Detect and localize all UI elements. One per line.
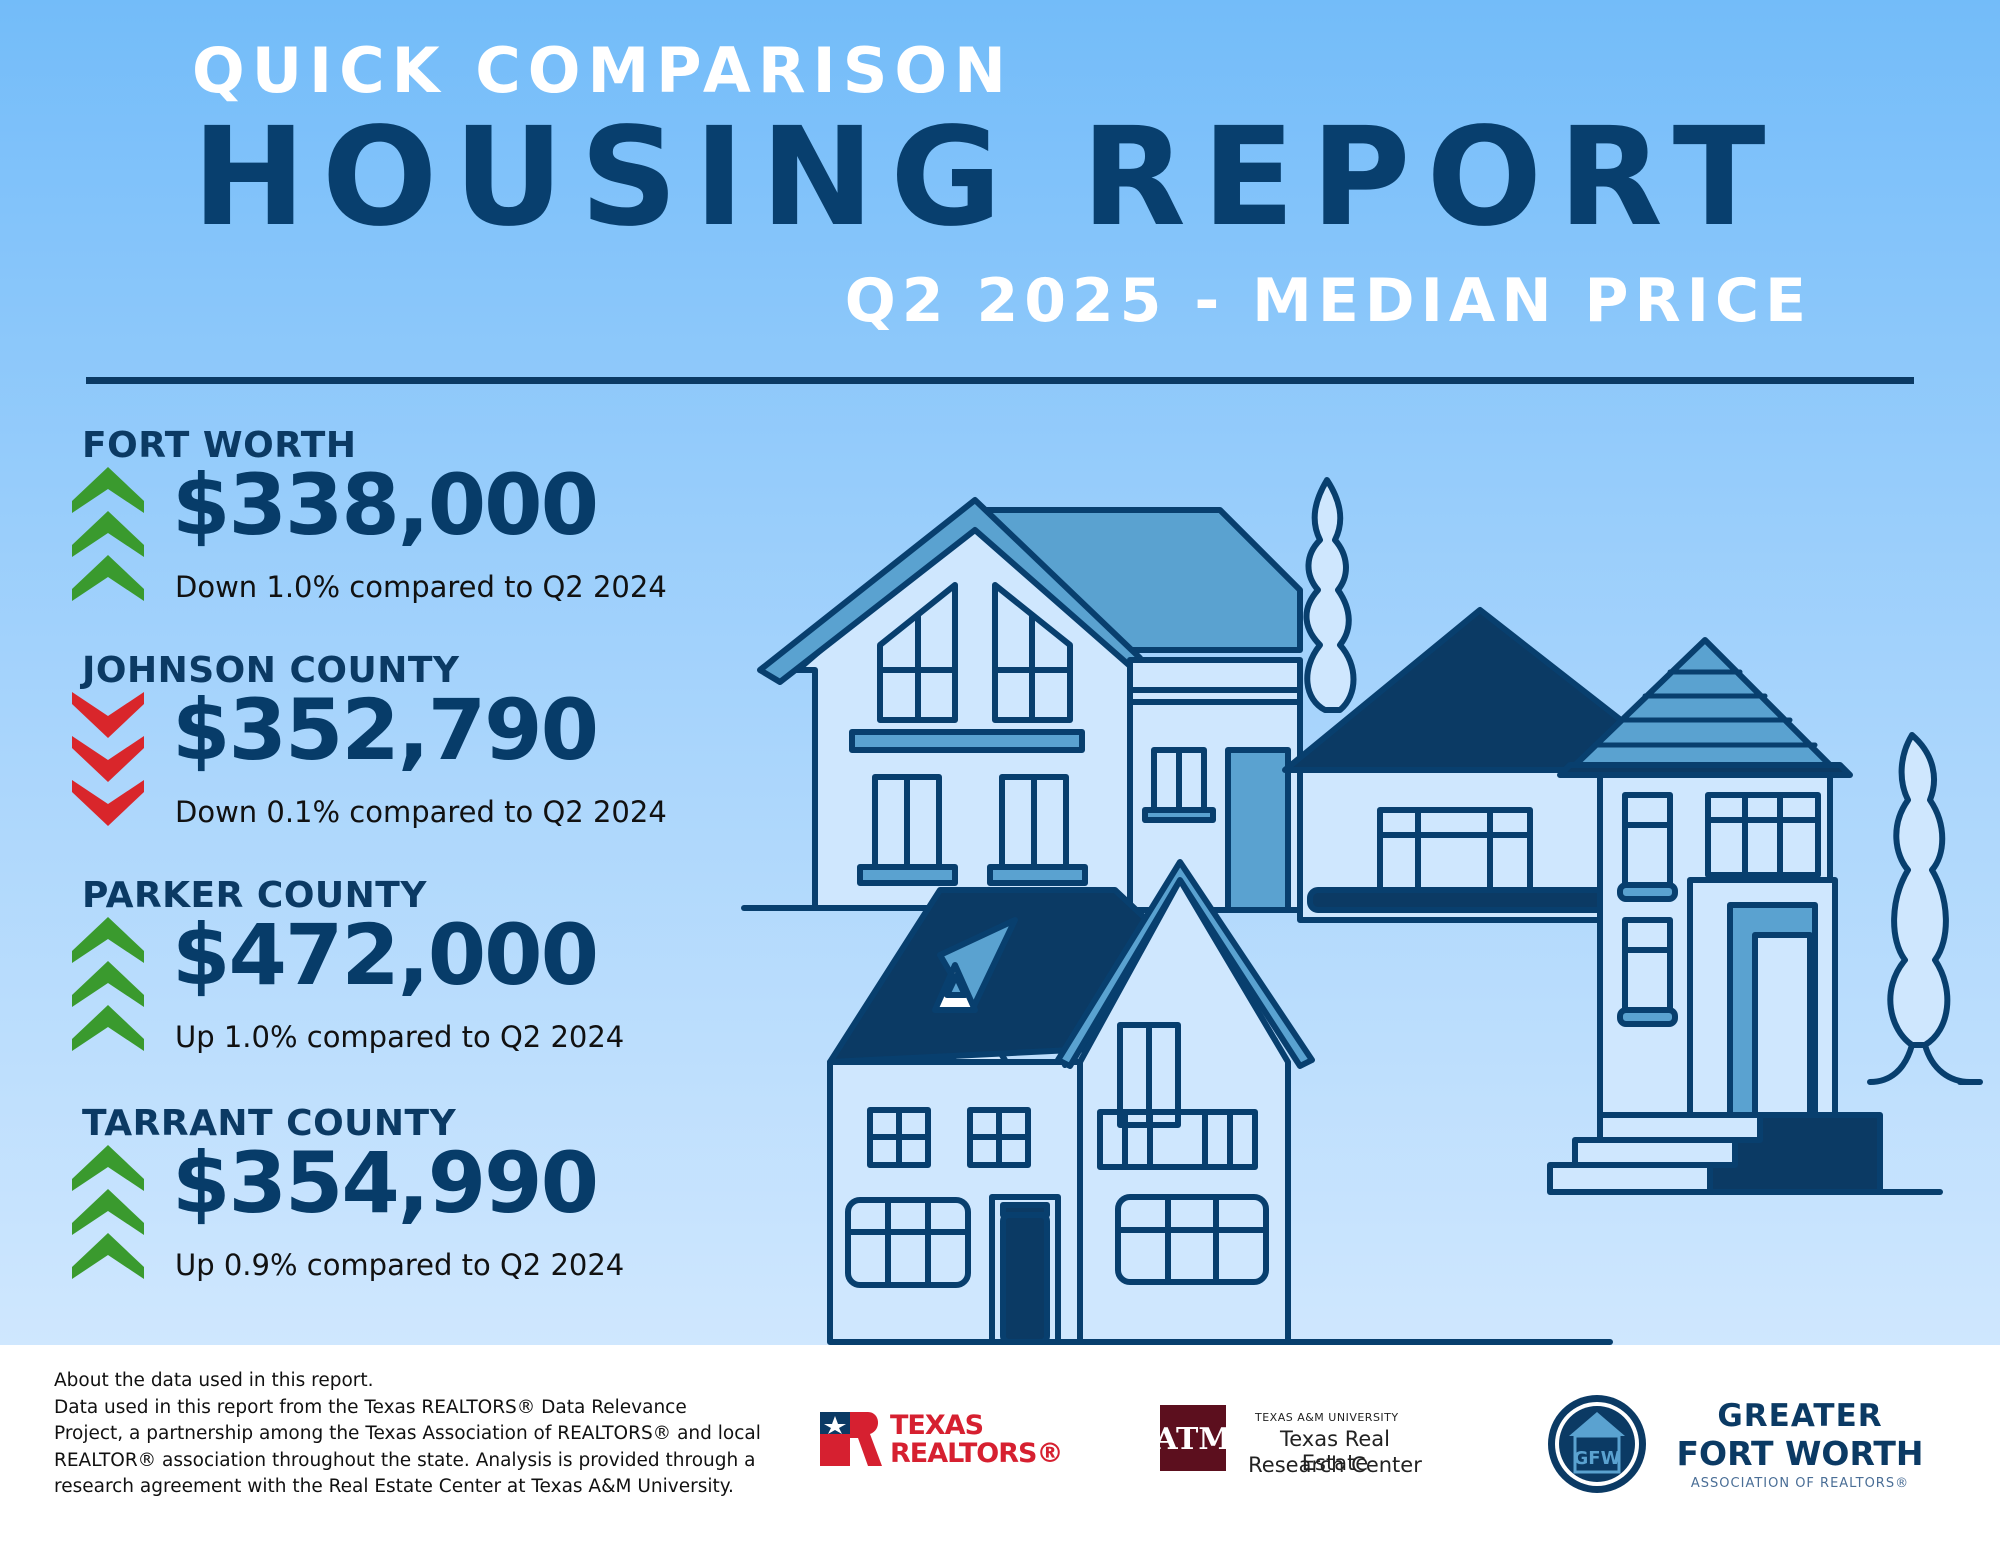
region-name: FORT WORTH <box>82 425 357 466</box>
tamu-real-estate-center-logo: ATM TEXAS A&M UNIVERSITY Texas Real Esta… <box>1160 1405 1460 1477</box>
region-johnson-county: JOHNSON COUNTY $352,790 Down 0.1% compar… <box>0 650 700 870</box>
region-price: $352,790 <box>172 681 599 779</box>
region-change: Down 1.0% compared to Q2 2024 <box>175 570 667 604</box>
disclaimer-line: REALTOR® association throughout the stat… <box>54 1449 756 1471</box>
up-arrows-icon <box>72 467 144 601</box>
region-fort-worth: FORT WORTH $338,000 Down 1.0% compared t… <box>0 425 700 645</box>
texas-realtors-mark-icon <box>820 1412 882 1466</box>
region-name: JOHNSON COUNTY <box>82 650 460 691</box>
tamu-university-label: TEXAS A&M UNIVERSITY <box>1255 1411 1399 1424</box>
down-arrows-icon <box>72 692 144 826</box>
region-change: Down 0.1% compared to Q2 2024 <box>175 795 667 829</box>
texas-realtors-line1: TEXAS <box>890 1410 984 1441</box>
up-arrows-icon <box>72 1145 144 1279</box>
houses-illustration <box>741 477 1983 1345</box>
region-price: $472,000 <box>172 906 599 1004</box>
disclaimer-line: Data used in this report from the Texas … <box>54 1396 687 1418</box>
hero-banner: QUICK COMPARISON HOUSING REPORT Q2 2025 … <box>0 0 2000 1345</box>
greater-fort-worth-logo: GFW GREATER FORT WORTH ASSOCIATION OF RE… <box>1545 1392 1955 1502</box>
tamu-line1: Texas Real Estate <box>1280 1427 1390 1475</box>
region-change: Up 1.0% compared to Q2 2024 <box>175 1020 625 1054</box>
region-tarrant-county: TARRANT COUNTY $354,990 Up 0.9% compared… <box>0 1103 700 1323</box>
report-title: HOUSING REPORT <box>192 99 1782 257</box>
tamu-mark-icon: ATM <box>1160 1405 1226 1471</box>
region-price: $354,990 <box>172 1134 599 1232</box>
disclaimer-line: research agreement with the Real Estate … <box>54 1476 734 1497</box>
disclaimer-line: Project, a partnership among the Texas A… <box>54 1423 761 1444</box>
gfw-seal-icon: GFW <box>1548 1395 1646 1493</box>
region-parker-county: PARKER COUNTY $472,000 Up 1.0% compared … <box>0 875 700 1095</box>
svg-text:GFW: GFW <box>1574 1448 1621 1469</box>
region-price: $338,000 <box>172 456 599 554</box>
report-subtitle: Q2 2025 - MEDIAN PRICE <box>844 266 1812 336</box>
texas-realtors-logo: TEXAS REALTORS® <box>820 1410 1063 1470</box>
data-disclaimer: About the data used in this report. Data… <box>54 1368 794 1501</box>
up-arrows-icon <box>72 917 144 1051</box>
gfw-line1: GREATER <box>1717 1398 1883 1434</box>
region-name: PARKER COUNTY <box>82 875 427 916</box>
gfw-line3: ASSOCIATION OF REALTORS® <box>1690 1476 1910 1491</box>
gfw-line2: FORT WORTH <box>1676 1434 1924 1473</box>
header-divider <box>86 377 1914 384</box>
disclaimer-line: About the data used in this report. <box>54 1370 374 1391</box>
region-change: Up 0.9% compared to Q2 2024 <box>175 1248 625 1282</box>
report-kicker: QUICK COMPARISON <box>192 34 1013 107</box>
texas-realtors-line2: REALTORS® <box>890 1438 1063 1469</box>
region-name: TARRANT COUNTY <box>82 1103 457 1144</box>
svg-text:ATM: ATM <box>1160 1422 1226 1457</box>
tamu-line2: Research Center <box>1248 1453 1422 1477</box>
